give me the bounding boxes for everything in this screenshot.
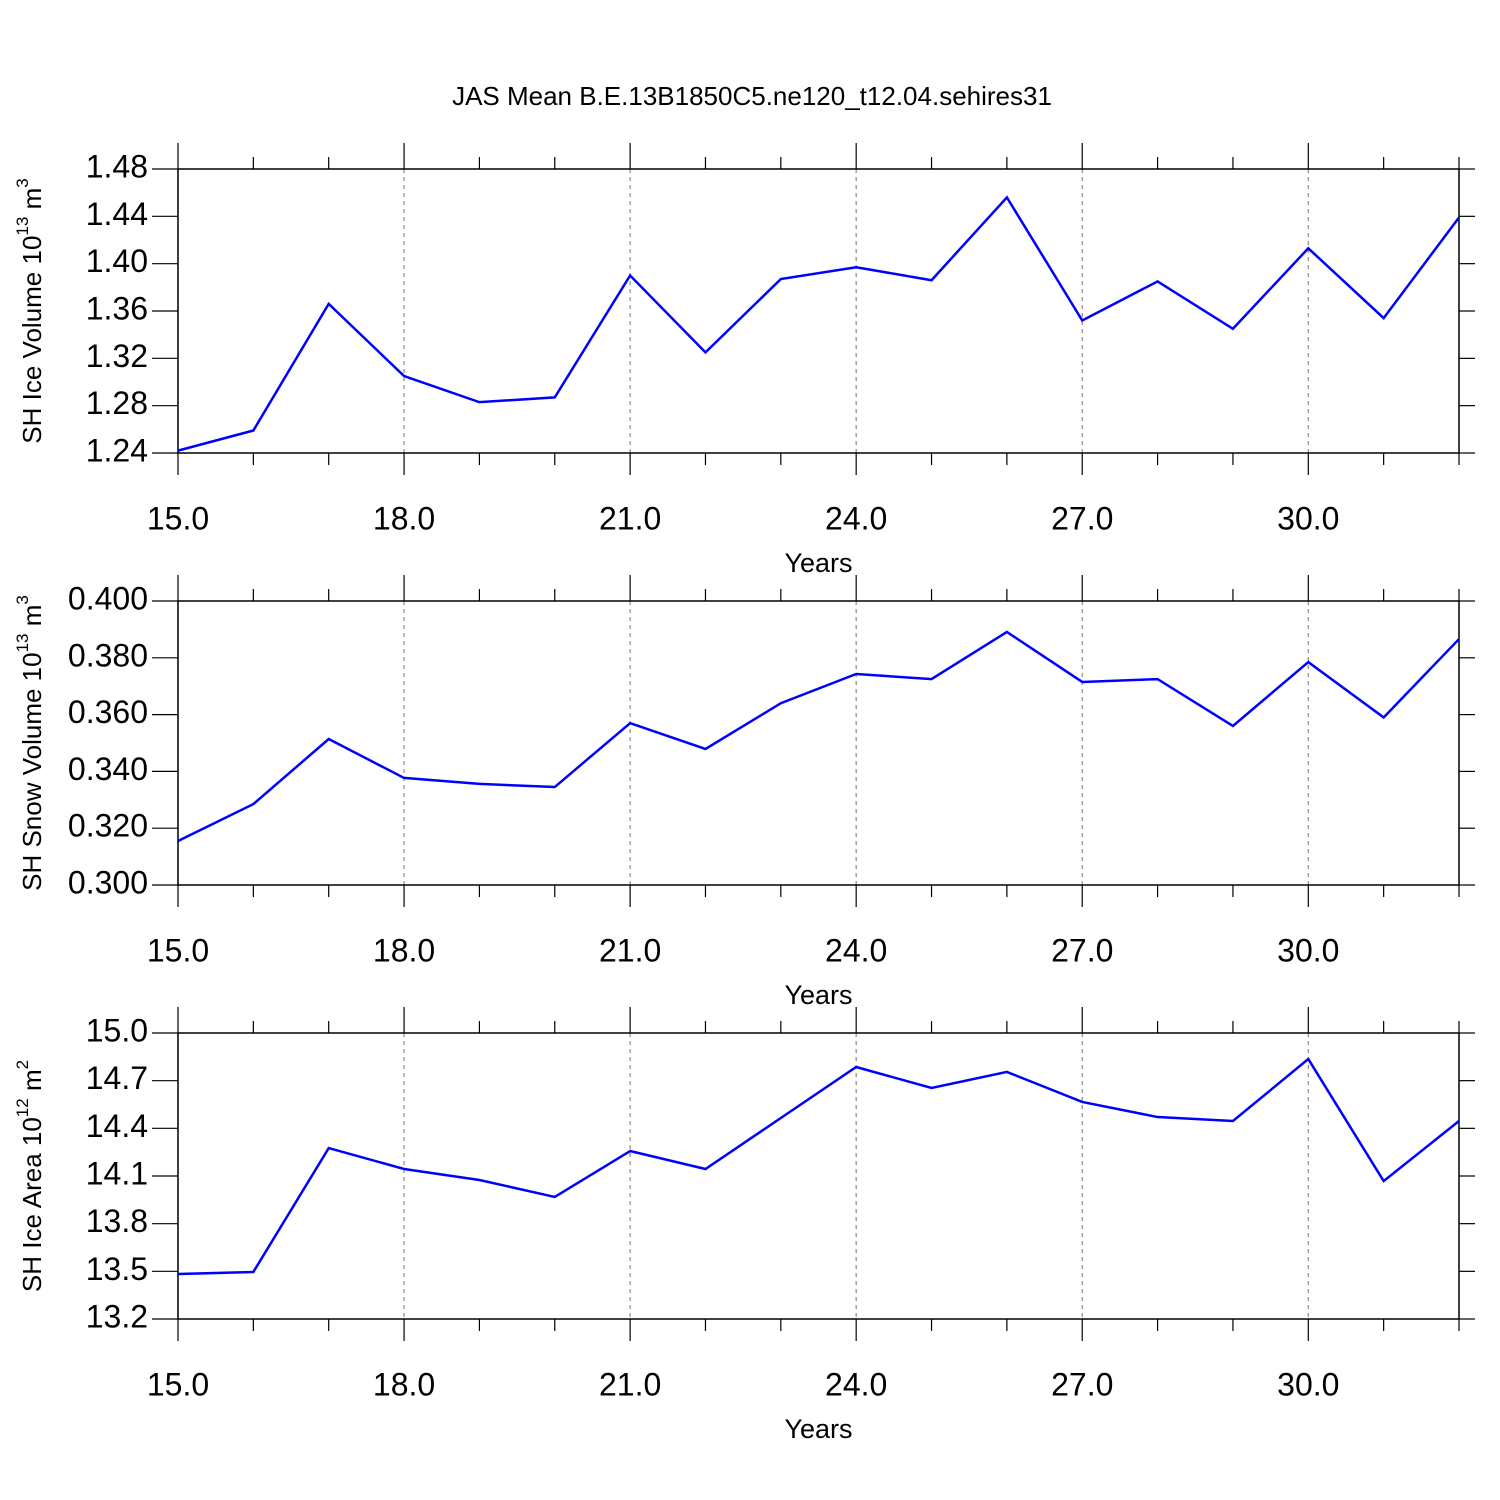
y-tick-label: 1.24 bbox=[86, 432, 148, 468]
y-tick-label: 1.40 bbox=[86, 243, 148, 279]
plot-frame bbox=[177, 168, 1460, 454]
y-tick-label: 13.2 bbox=[86, 1298, 148, 1334]
x-tick-label: 24.0 bbox=[825, 500, 887, 536]
x-tick-label: 15.0 bbox=[147, 1366, 209, 1402]
y-tick-label: 13.5 bbox=[86, 1251, 148, 1287]
x-tick-label: 21.0 bbox=[599, 1366, 661, 1402]
data-line bbox=[177, 1057, 1460, 1276]
y-axis-label-superscript: 3 bbox=[13, 595, 32, 604]
plot-frame bbox=[177, 1032, 1460, 1320]
y-axis-label-superscript: 2 bbox=[13, 1060, 32, 1069]
y-axis-label-part: m bbox=[17, 1069, 47, 1098]
y-axis-label: SH Snow Volume 1013 m3 bbox=[13, 595, 46, 891]
x-axis-label: Years bbox=[784, 1414, 852, 1444]
x-tick-label: 21.0 bbox=[599, 500, 661, 536]
y-tick-label: 0.400 bbox=[68, 580, 148, 616]
y-axis-label: SH Ice Volume 1013 m3 bbox=[13, 178, 46, 443]
x-tick-label: 24.0 bbox=[825, 1366, 887, 1402]
y-axis-label-superscript: 13 bbox=[13, 217, 32, 236]
y-axis-label-part: m bbox=[17, 188, 47, 217]
y-tick-label: 1.48 bbox=[86, 148, 148, 184]
y-tick-label: 1.32 bbox=[86, 338, 148, 374]
data-line bbox=[177, 195, 1461, 452]
x-tick-label: 21.0 bbox=[599, 932, 661, 968]
y-axis-label-part: m bbox=[17, 605, 47, 634]
data-line bbox=[177, 630, 1460, 843]
y-axis-label: SH Ice Area 1012 m2 bbox=[13, 1060, 46, 1292]
y-axis-label-superscript: 12 bbox=[13, 1098, 32, 1117]
y-tick-label: 0.300 bbox=[68, 864, 148, 900]
x-tick-label: 15.0 bbox=[147, 500, 209, 536]
x-tick-label: 18.0 bbox=[373, 500, 435, 536]
y-tick-label: 14.4 bbox=[86, 1108, 148, 1144]
plot-frame bbox=[177, 600, 1460, 886]
y-axis-label-part: SH Ice Volume 10 bbox=[17, 236, 47, 444]
y-tick-label: 13.8 bbox=[86, 1203, 148, 1239]
chart-title: JAS Mean B.E.13B1850C5.ne120_t12.04.sehi… bbox=[452, 81, 1052, 111]
x-axis-label: Years bbox=[784, 548, 852, 578]
x-tick-label: 18.0 bbox=[373, 932, 435, 968]
y-tick-label: 1.36 bbox=[86, 290, 148, 326]
y-axis-label-superscript: 3 bbox=[13, 178, 32, 187]
y-axis-label-part: SH Ice Area 10 bbox=[17, 1117, 47, 1292]
x-axis-label: Years bbox=[784, 980, 852, 1010]
y-tick-label: 14.1 bbox=[86, 1155, 148, 1191]
y-axis-label-superscript: 13 bbox=[13, 633, 32, 652]
y-tick-label: 1.28 bbox=[86, 385, 148, 421]
y-tick-label: 1.44 bbox=[86, 196, 148, 232]
y-axis-label-part: SH Snow Volume 10 bbox=[17, 652, 47, 890]
x-tick-label: 30.0 bbox=[1277, 1366, 1339, 1402]
x-tick-label: 30.0 bbox=[1277, 500, 1339, 536]
x-tick-label: 27.0 bbox=[1051, 1366, 1113, 1402]
x-tick-label: 27.0 bbox=[1051, 500, 1113, 536]
y-tick-label: 0.360 bbox=[68, 694, 148, 730]
y-tick-label: 0.380 bbox=[68, 637, 148, 673]
x-tick-label: 24.0 bbox=[825, 932, 887, 968]
x-tick-label: 27.0 bbox=[1051, 932, 1113, 968]
x-tick-label: 18.0 bbox=[373, 1366, 435, 1402]
x-tick-label: 15.0 bbox=[147, 932, 209, 968]
y-tick-label: 15.0 bbox=[86, 1012, 148, 1048]
y-tick-label: 0.320 bbox=[68, 808, 148, 844]
y-tick-label: 14.7 bbox=[86, 1060, 148, 1096]
y-tick-label: 0.340 bbox=[68, 751, 148, 787]
x-tick-label: 30.0 bbox=[1277, 932, 1339, 968]
